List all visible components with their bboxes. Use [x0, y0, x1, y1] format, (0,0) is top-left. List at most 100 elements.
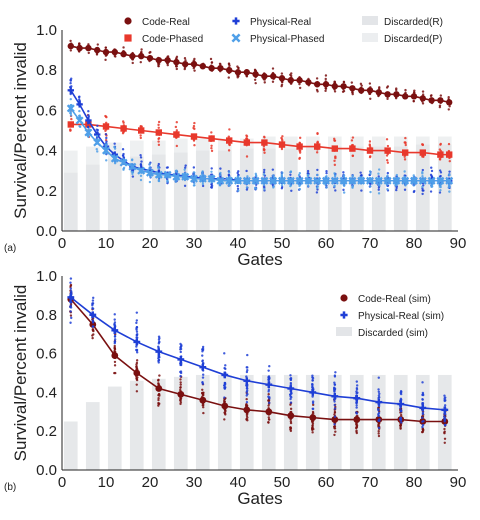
sample-point: [444, 412, 447, 416]
sample-point: [175, 67, 178, 71]
sample-point: [219, 171, 222, 175]
mean-point-v: [355, 394, 358, 402]
sample-point: [351, 184, 354, 188]
sample-point: [333, 424, 337, 428]
legend: Code-Real Code-Phased Physical-Real Physica…: [124, 16, 443, 45]
sample-point: [298, 86, 302, 90]
sample-point: [262, 145, 266, 148]
sample-point: [413, 89, 416, 92]
sample-point: [421, 420, 424, 423]
sample-point: [333, 433, 336, 437]
sample-point: [298, 187, 302, 191]
sample-point: [403, 188, 407, 191]
x-tick-label: 70: [362, 235, 379, 252]
sample-point: [157, 178, 161, 181]
x-tick-label: 60: [318, 235, 335, 252]
mean-point-b: [269, 176, 278, 185]
sample-point: [105, 159, 108, 162]
mean-point: [173, 131, 180, 138]
x-tick-label: 30: [186, 235, 203, 252]
mean-markers: [67, 42, 453, 106]
mean-point: [199, 363, 207, 371]
sample-point: [421, 185, 424, 189]
sample-point: [377, 168, 381, 171]
mean-point-v: [311, 389, 314, 396]
sample-point: [193, 57, 196, 61]
sample-point: [324, 77, 327, 81]
mean-point: [357, 176, 366, 185]
mean-point: [243, 406, 251, 414]
sample-point: [227, 63, 231, 66]
x-tick-label: 80: [406, 474, 423, 491]
sample-point: [96, 128, 99, 132]
sample-point: [342, 188, 345, 192]
sample-point: [438, 191, 442, 194]
sample-point: [78, 125, 82, 129]
mean-point-b: [93, 138, 102, 147]
mean-point-b: [410, 176, 418, 185]
mean-point: [353, 416, 361, 423]
fit-line: [70, 123, 450, 156]
mean-point: [243, 139, 250, 146]
sample-point: [430, 185, 434, 188]
sample-point: [333, 374, 337, 377]
sample-point: [333, 411, 337, 414]
legend-swatch: [362, 16, 378, 25]
sample-point: [157, 137, 161, 140]
sample-point: [246, 175, 249, 178]
sample-point: [219, 167, 222, 170]
sample-point: [183, 57, 187, 60]
mean-point-b: [260, 176, 269, 185]
sample-point: [403, 176, 407, 179]
mean-point: [76, 44, 83, 52]
mean-point-v: [148, 167, 152, 174]
mean-point: [181, 172, 190, 181]
x-tick-label: 20: [142, 235, 159, 252]
sample-point: [443, 441, 446, 444]
sample-point: [91, 304, 94, 307]
sample-point: [183, 184, 187, 188]
sample-point: [69, 111, 72, 115]
mean-point: [445, 176, 454, 185]
x-tick-label: 60: [318, 474, 335, 491]
sample-point: [399, 413, 403, 417]
mean-point-b: [348, 176, 357, 185]
sample-point: [355, 404, 358, 407]
mean-markers: [66, 104, 454, 185]
mean-point: [358, 87, 365, 94]
sample-point: [113, 142, 116, 145]
sample-point: [316, 132, 319, 136]
legend-item: Physical-Real: [232, 17, 311, 28]
mean-point: [383, 176, 392, 185]
sample-point: [377, 396, 380, 400]
sample-point: [351, 90, 354, 94]
sample-point: [377, 414, 380, 418]
sample-point: [69, 300, 72, 304]
mean-point: [137, 166, 146, 175]
mean-point-b: [436, 176, 445, 185]
sample-point: [311, 395, 314, 398]
mean-point: [270, 73, 277, 80]
mean-point: [102, 123, 110, 130]
sample-point: [377, 192, 381, 195]
sample-point: [421, 192, 424, 196]
sample-point: [386, 187, 389, 191]
sample-point: [377, 188, 380, 191]
sample-point: [369, 190, 372, 194]
mean-point: [172, 172, 181, 181]
mean-point: [110, 154, 119, 163]
legend-swatch: [362, 33, 378, 42]
legend-marker-v: [342, 311, 346, 319]
bar-discarded: [217, 374, 232, 470]
sample-point: [377, 388, 380, 391]
sample-point: [377, 434, 381, 438]
sample-point: [404, 136, 407, 140]
mean-point-b: [366, 176, 374, 185]
sample-point: [165, 166, 169, 169]
sample-point: [157, 382, 160, 386]
sample-point: [245, 186, 249, 189]
sample-point: [135, 334, 139, 337]
sample-point: [368, 140, 372, 143]
sample-point: [201, 391, 204, 395]
